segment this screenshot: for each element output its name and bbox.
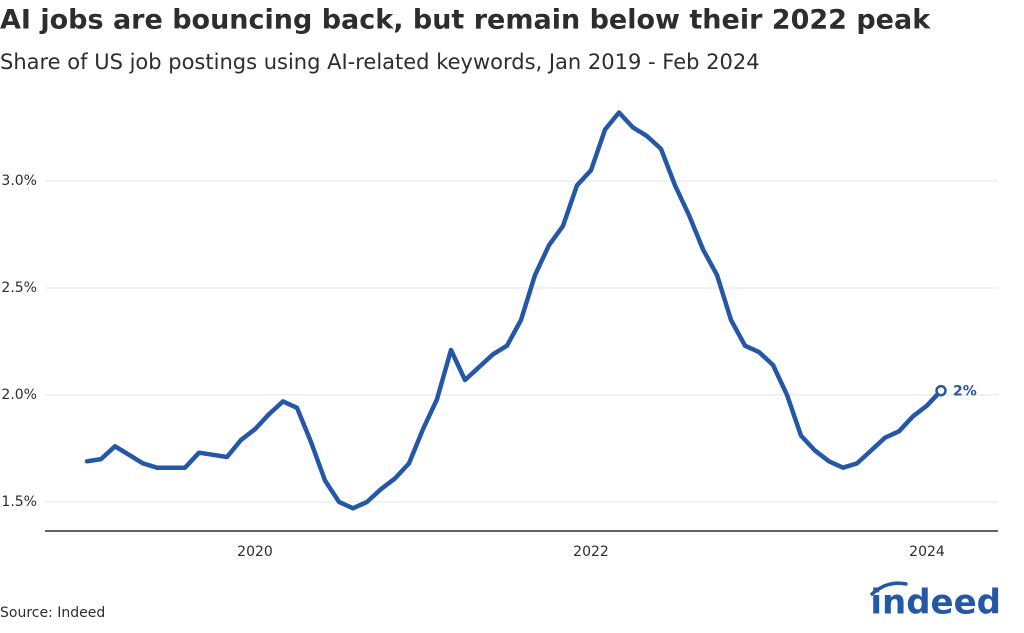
y-tick-label: 2.5% bbox=[1, 280, 37, 296]
source-note: Source: Indeed bbox=[0, 605, 105, 621]
chart-title: AI jobs are bouncing back, but remain be… bbox=[0, 5, 931, 36]
x-tick-label: 2022 bbox=[573, 544, 609, 560]
data-line bbox=[84, 110, 944, 511]
logo-arc bbox=[870, 581, 908, 596]
chart-subtitle: Share of US job postings using AI-relate… bbox=[0, 50, 760, 74]
y-tick-label: 2.0% bbox=[1, 387, 37, 403]
end-point bbox=[935, 384, 947, 397]
logo: indeed bbox=[870, 583, 1001, 623]
y-tick-label: 3.0% bbox=[1, 173, 37, 189]
y-tick-label: 1.5% bbox=[1, 494, 37, 510]
x-tick-label: 2024 bbox=[909, 544, 945, 560]
data-label: 2% bbox=[953, 384, 977, 400]
x-tick-label: 2020 bbox=[237, 544, 273, 560]
